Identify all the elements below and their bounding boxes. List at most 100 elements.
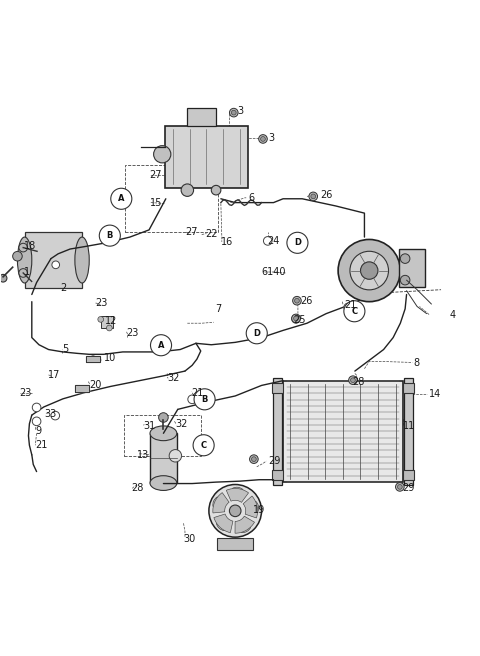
- Circle shape: [19, 243, 27, 252]
- Wedge shape: [213, 497, 220, 506]
- Text: 26: 26: [300, 297, 312, 306]
- Wedge shape: [213, 493, 229, 513]
- Circle shape: [252, 457, 256, 462]
- Circle shape: [350, 378, 355, 382]
- Circle shape: [32, 417, 41, 426]
- Text: 12: 12: [105, 316, 118, 326]
- Circle shape: [107, 325, 112, 331]
- Text: 28: 28: [131, 483, 143, 493]
- Text: D: D: [294, 238, 301, 247]
- Wedge shape: [241, 525, 251, 533]
- Text: 27: 27: [149, 170, 162, 180]
- Text: 23: 23: [127, 328, 139, 338]
- Circle shape: [211, 186, 221, 195]
- Ellipse shape: [75, 237, 89, 283]
- Bar: [403, 470, 414, 480]
- Circle shape: [261, 136, 265, 141]
- Text: 16: 16: [221, 237, 233, 247]
- Text: 3: 3: [238, 106, 244, 115]
- Circle shape: [169, 449, 181, 462]
- Circle shape: [292, 315, 300, 323]
- Bar: [403, 382, 414, 393]
- Text: 6: 6: [248, 193, 254, 203]
- Circle shape: [264, 237, 272, 245]
- Circle shape: [309, 192, 318, 201]
- Circle shape: [51, 411, 60, 420]
- Circle shape: [98, 316, 104, 322]
- Circle shape: [396, 483, 404, 491]
- Bar: [101, 316, 113, 328]
- Text: 29: 29: [269, 456, 281, 466]
- Circle shape: [295, 298, 300, 303]
- Text: 6140: 6140: [262, 267, 286, 277]
- Text: C: C: [201, 441, 207, 450]
- Ellipse shape: [150, 476, 177, 491]
- Circle shape: [90, 356, 96, 363]
- Text: B: B: [107, 231, 113, 240]
- Circle shape: [79, 386, 85, 392]
- Circle shape: [229, 108, 238, 117]
- Bar: [124, 415, 201, 457]
- Circle shape: [231, 110, 236, 115]
- Text: 13: 13: [137, 450, 149, 460]
- Circle shape: [344, 300, 365, 322]
- Circle shape: [344, 303, 352, 312]
- Text: 1: 1: [24, 267, 30, 277]
- Circle shape: [350, 251, 388, 290]
- Bar: [150, 434, 177, 483]
- Text: 20: 20: [90, 380, 102, 390]
- Circle shape: [193, 435, 214, 456]
- Circle shape: [246, 323, 267, 344]
- Text: 23: 23: [19, 388, 31, 398]
- Text: 22: 22: [205, 229, 217, 239]
- Text: 7: 7: [215, 304, 221, 314]
- Text: 30: 30: [183, 533, 195, 544]
- Bar: [283, 380, 403, 482]
- Wedge shape: [235, 516, 254, 533]
- Circle shape: [294, 316, 299, 321]
- Text: 21: 21: [191, 388, 204, 398]
- Circle shape: [287, 232, 308, 253]
- Circle shape: [0, 274, 7, 282]
- Text: 31: 31: [144, 421, 156, 431]
- Circle shape: [194, 389, 215, 410]
- Text: B: B: [202, 395, 208, 404]
- Circle shape: [400, 276, 410, 285]
- Wedge shape: [216, 522, 225, 531]
- Text: 3: 3: [269, 133, 275, 143]
- Bar: [404, 379, 413, 485]
- Bar: [272, 470, 283, 480]
- Text: 23: 23: [96, 298, 108, 308]
- Circle shape: [293, 297, 301, 305]
- Text: 33: 33: [45, 409, 57, 419]
- Circle shape: [292, 314, 300, 323]
- Text: 21: 21: [344, 300, 356, 310]
- Circle shape: [397, 485, 402, 489]
- Circle shape: [32, 403, 41, 412]
- Circle shape: [209, 485, 262, 537]
- Circle shape: [99, 225, 120, 246]
- Text: 19: 19: [253, 505, 265, 515]
- Text: 24: 24: [267, 236, 280, 247]
- Circle shape: [12, 251, 22, 261]
- Polygon shape: [86, 356, 100, 363]
- Text: 10: 10: [104, 353, 116, 363]
- Text: 26: 26: [321, 190, 333, 201]
- Text: 25: 25: [294, 315, 306, 325]
- Text: 5: 5: [62, 344, 68, 354]
- Bar: [217, 539, 253, 550]
- Circle shape: [311, 194, 315, 199]
- Text: 14: 14: [429, 388, 441, 399]
- Ellipse shape: [17, 237, 32, 283]
- Text: 11: 11: [403, 421, 415, 431]
- Circle shape: [194, 395, 203, 403]
- Text: 18: 18: [24, 241, 36, 251]
- Circle shape: [188, 395, 196, 403]
- Text: A: A: [118, 194, 124, 203]
- Circle shape: [360, 262, 378, 279]
- Text: 9: 9: [36, 426, 42, 436]
- Text: 27: 27: [185, 227, 197, 237]
- Wedge shape: [226, 489, 249, 502]
- Wedge shape: [232, 487, 243, 493]
- Bar: [272, 382, 283, 393]
